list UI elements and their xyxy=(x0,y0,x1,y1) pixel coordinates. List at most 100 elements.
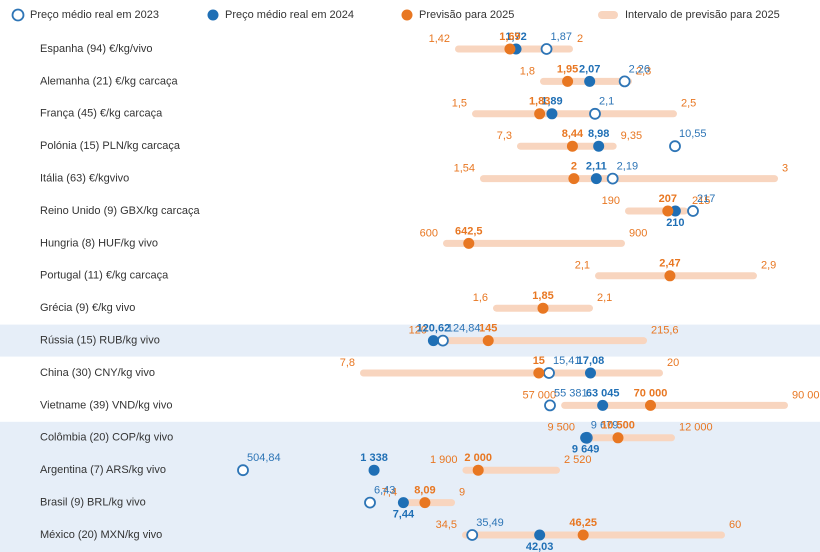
dot-2025 xyxy=(662,205,674,217)
value-label: 35,49 xyxy=(476,517,504,529)
interval-low-label: 1,54 xyxy=(454,163,475,175)
value-label: 217 xyxy=(697,193,715,205)
value-label: 6,43 xyxy=(374,485,395,497)
interval-bar xyxy=(580,434,675,442)
dot-2023 xyxy=(618,75,631,88)
interval-high-label: 2,5 xyxy=(681,98,696,110)
dot-2024 xyxy=(669,205,681,217)
interval-high-label: 2,9 xyxy=(761,260,776,272)
dot-2023 xyxy=(540,43,553,55)
value-label: 2,11 xyxy=(586,161,607,173)
dot-2025 xyxy=(463,237,475,249)
interval-high-label: 90 000 xyxy=(792,389,820,401)
row-label: Alemanha (21) €/kg carcaça xyxy=(40,75,178,87)
value-label: 8,09 xyxy=(414,485,435,497)
value-label: 2,1 xyxy=(599,96,614,108)
value-label: 2,26 xyxy=(629,63,650,75)
legend-label: Previsão para 2025 xyxy=(419,9,514,21)
dot-2023 xyxy=(606,172,619,185)
interval-low-label: 600 xyxy=(420,227,438,239)
dot-2024 xyxy=(597,399,609,411)
interval-bar xyxy=(517,142,617,150)
value-label: 70 000 xyxy=(634,387,668,399)
dot-2025 xyxy=(534,108,546,120)
value-label: 1,72 xyxy=(505,31,526,43)
interval-high-label: 2,1 xyxy=(597,292,612,304)
interval-low-label: 7,8 xyxy=(340,357,355,369)
value-label: 145 xyxy=(479,323,497,335)
interval-high-label: 3 xyxy=(782,163,788,175)
row-label: Colômbia (20) COP/kg vivo xyxy=(40,432,173,444)
interval-high-label: 9 xyxy=(459,487,465,499)
interval-low-label: 1,5 xyxy=(452,98,467,110)
row-label: Polónia (15) PLN/kg carcaça xyxy=(40,140,181,152)
value-label: 8,98 xyxy=(588,128,609,140)
value-label: 2,47 xyxy=(659,258,680,270)
dot-2023 xyxy=(687,205,699,217)
dot-2025 xyxy=(472,464,484,476)
interval-high-label: 12 000 xyxy=(679,422,713,434)
dot-2024 xyxy=(584,75,596,87)
value-label: 1,69 xyxy=(499,31,520,43)
legend-marker xyxy=(401,9,413,21)
value-label: 8,44 xyxy=(562,128,584,140)
row-label: Itália (63) €/kgvivo xyxy=(40,173,129,185)
interval-low-label: 57 000 xyxy=(522,389,556,401)
interval-bar xyxy=(595,272,757,280)
interval-low-label: 1,6 xyxy=(473,292,488,304)
interval-low-label: 1 900 xyxy=(430,454,458,466)
dot-2024 xyxy=(580,432,592,444)
dot-2025 xyxy=(612,432,624,444)
value-label: 207 xyxy=(659,193,677,205)
value-label: 10 500 xyxy=(601,420,635,432)
value-label: 2 xyxy=(571,161,577,173)
row-label: Hungria (8) HUF/kg vivo xyxy=(40,237,158,249)
interval-high-label: 215 xyxy=(692,195,710,207)
dot-2024 xyxy=(584,367,596,379)
value-label: 1 338 xyxy=(360,452,388,464)
interval-low-label: 1,42 xyxy=(429,33,450,45)
interval-bar xyxy=(360,369,663,377)
row-label: China (30) CNY/kg vivo xyxy=(40,367,155,379)
interval-bar xyxy=(472,110,677,118)
row-label: Brasil (9) BRL/kg vivo xyxy=(40,497,146,509)
row-label: Espanha (94) €/kg/vivo xyxy=(40,43,153,55)
value-label: 9 649 xyxy=(572,444,600,456)
value-label: 2,07 xyxy=(579,63,600,75)
interval-high-label: 215,6 xyxy=(651,325,679,337)
dot-2025 xyxy=(577,529,589,541)
row-shade xyxy=(0,421,820,552)
interval-low-label: 9 500 xyxy=(547,422,575,434)
value-label: 1,95 xyxy=(557,63,578,75)
interval-low-label: 7,4 xyxy=(382,487,397,499)
value-label: 2 000 xyxy=(464,452,492,464)
row-label: Portugal (11) €/kg carcaça xyxy=(40,270,169,282)
row-label: Argentina (7) ARS/kg vivo xyxy=(40,464,166,476)
row-label: Vietname (39) VND/kg vivo xyxy=(40,399,172,411)
interval-high-label: 2 520 xyxy=(564,454,592,466)
value-label: 120,62 xyxy=(417,323,451,335)
dot-2023 xyxy=(237,464,249,477)
interval-low-label: 2,1 xyxy=(575,260,590,272)
dot-2025 xyxy=(568,173,580,185)
dot-2024 xyxy=(590,173,602,185)
interval-high-label: 9,35 xyxy=(621,130,642,142)
interval-high-label: 20 xyxy=(667,357,679,369)
value-label: 15 xyxy=(533,355,545,367)
interval-low-label: 7,3 xyxy=(497,130,512,142)
dot-2024 xyxy=(534,529,546,541)
interval-bar xyxy=(443,239,625,247)
legend-marker xyxy=(11,8,25,22)
dot-2023 xyxy=(466,529,479,541)
interval-low-label: 120 xyxy=(409,325,427,337)
interval-bar xyxy=(561,401,788,409)
value-label: 642,5 xyxy=(455,225,483,237)
interval-high-label: 2 xyxy=(577,33,583,45)
value-label: 7,44 xyxy=(393,509,415,521)
legend-label: Preço médio real em 2023 xyxy=(30,9,159,21)
value-label: 124,84 xyxy=(447,323,481,335)
dot-2023 xyxy=(544,399,556,412)
value-label: 1,83 xyxy=(529,96,550,108)
dot-2025 xyxy=(533,367,545,379)
